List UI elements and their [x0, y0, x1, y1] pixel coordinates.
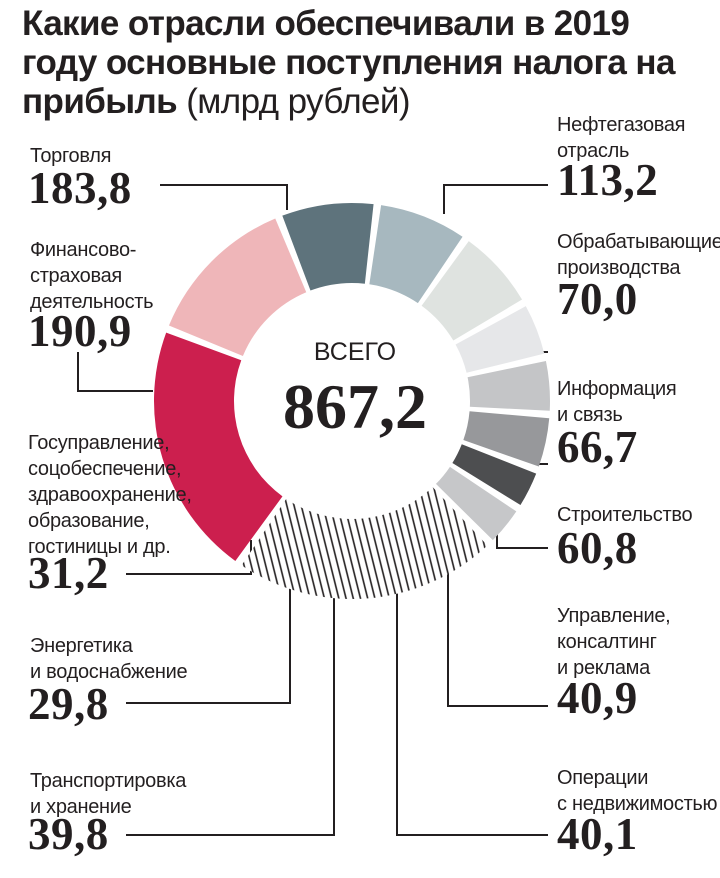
value-gos: 31,2 — [28, 548, 109, 598]
label-nedvizh: Операции с недвижимостью — [557, 767, 718, 815]
value-transport: 39,8 — [28, 809, 109, 859]
slice-obrabat — [282, 203, 374, 291]
donut-slices — [153, 203, 550, 599]
label-finance: Финансово- страховая деятельность — [30, 239, 154, 313]
leader-line-torgovlya — [160, 184, 288, 210]
slice-transport — [463, 411, 550, 467]
label-stroit: Строительство — [557, 504, 693, 526]
value-stroit: 60,8 — [557, 523, 638, 573]
label-neftegaz: Нефтегазовая отрасль — [557, 114, 686, 162]
label-energetika: Энергетика и водоснабжение — [30, 635, 188, 683]
slice-energetika — [452, 444, 537, 506]
leader-line-finance — [77, 352, 153, 392]
slice-torgovlya — [153, 332, 283, 561]
leader-line-upravlenie — [447, 560, 548, 707]
value-obrabat: 70,0 — [557, 274, 638, 324]
label-gos: Госуправление, соцобеспечение, здравоохр… — [28, 432, 192, 558]
slice-gos — [435, 466, 517, 541]
label-obrabat: Обрабатывающие производства — [557, 231, 720, 279]
slice-inform — [369, 205, 463, 304]
leader-line-energetika — [126, 568, 291, 704]
value-finance: 190,9 — [28, 306, 132, 356]
slice-finance — [241, 487, 488, 599]
slice-nedvizh — [467, 361, 550, 411]
leader-line-nedvizh — [396, 580, 548, 836]
chart-title-main: Какие отрасли обеспечивали в 2019 году о… — [22, 4, 675, 121]
total-value: 867,2 — [283, 371, 427, 442]
value-torgovlya: 183,8 — [28, 163, 132, 213]
chart-title-unit: (млрд рублей) — [186, 82, 410, 121]
value-nedvizh: 40,1 — [557, 809, 638, 859]
total-label: ВСЕГО — [313, 338, 397, 366]
value-energetika: 29,8 — [28, 679, 109, 729]
chart-title: Какие отрасли обеспечивали в 2019 году о… — [22, 4, 712, 121]
leader-line-neftegaz — [443, 184, 548, 214]
label-transport: Транспортировка и хранение — [30, 770, 187, 818]
slice-neftegaz — [168, 218, 307, 357]
label-torgovlya: Торговля — [30, 145, 112, 167]
slice-upravlenie — [455, 306, 545, 373]
label-upravlenie: Управление, консалтинг и реклама — [557, 605, 671, 679]
slice-stroit — [421, 241, 523, 341]
leader-line-transport — [126, 583, 335, 836]
label-inform: Информация и связь — [557, 378, 677, 426]
value-neftegaz: 113,2 — [557, 155, 659, 205]
value-inform: 66,7 — [557, 422, 638, 472]
value-upravlenie: 40,9 — [557, 673, 638, 723]
leader-line-stroit — [496, 530, 548, 549]
